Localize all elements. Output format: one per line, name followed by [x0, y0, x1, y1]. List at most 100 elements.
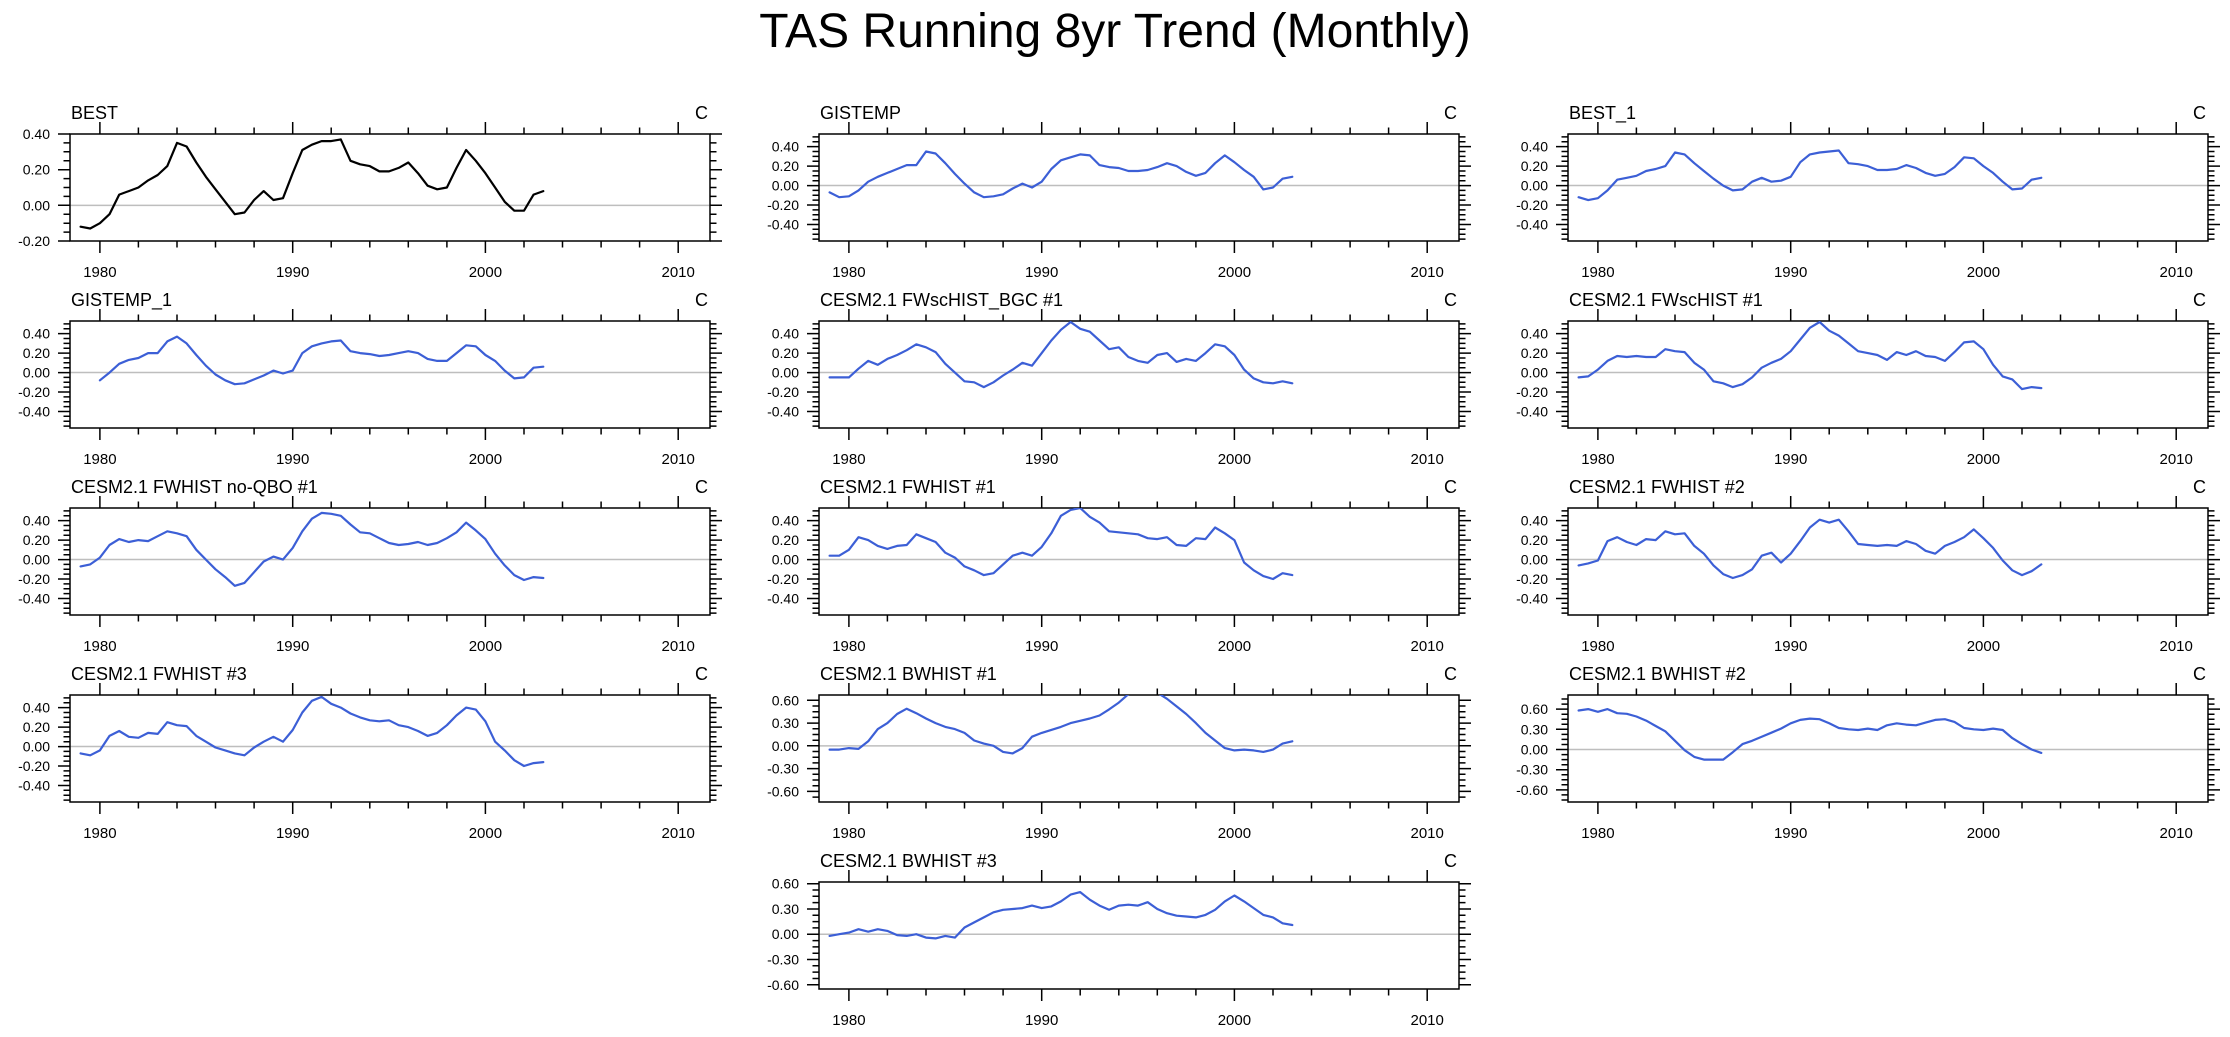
- panel-cesm2-1-fwhist-1: CESM2.1 FWHIST #1 C 0.40 0.20 0.00 -0.20 -0.40…: [767, 477, 1471, 655]
- panel-title: CESM2.1 FWHIST #1: [820, 477, 996, 497]
- panel-best: BEST C 0.40 0.20 0.00 -0.20 1980 1990 2000 2010: [18, 103, 722, 281]
- x-tick-label: 1990: [1774, 638, 1807, 655]
- axis-ticks: [807, 683, 1471, 814]
- panel-title: CESM2.1 BWHIST #3: [820, 851, 997, 871]
- axis-ticks: [58, 122, 722, 253]
- unit-label: C: [2193, 290, 2206, 310]
- y-tick-label: -0.20: [1516, 571, 1548, 587]
- plot-frame: [818, 881, 1460, 990]
- x-tick-label: 1980: [832, 451, 865, 468]
- trend-line: [79, 138, 545, 230]
- x-tick-label: 1980: [83, 264, 116, 281]
- y-tick-label: 0.00: [1521, 742, 1548, 758]
- unit-label: C: [695, 477, 708, 497]
- y-tick-label: 0.40: [772, 513, 799, 529]
- x-tick-label: 2010: [1411, 638, 1444, 655]
- y-tick-label: 0.40: [1521, 513, 1548, 529]
- y-tick-label: 0.20: [1521, 345, 1548, 361]
- y-tick-label: -0.20: [1516, 384, 1548, 400]
- unit-label: C: [695, 290, 708, 310]
- panel-cesm2-1-fwschist-1: CESM2.1 FWscHIST #1 C 0.40 0.20 0.00 -0.20 -0.…: [1516, 290, 2220, 468]
- x-tick-label: 1980: [832, 1012, 865, 1029]
- y-tick-label: 0.00: [772, 926, 799, 942]
- trend-line: [79, 511, 545, 587]
- x-tick-label: 1990: [1025, 825, 1058, 842]
- y-tick-label: -0.20: [18, 384, 50, 400]
- plot-frame: [818, 507, 1460, 616]
- x-tick-label: 2010: [1411, 825, 1444, 842]
- y-tick-label: 0.00: [772, 178, 799, 194]
- plot-frame: [1567, 320, 2209, 429]
- unit-label: C: [1444, 290, 1457, 310]
- x-tick-label: 1980: [83, 638, 116, 655]
- y-tick-label: 0.20: [1521, 158, 1548, 174]
- y-tick-label: 0.40: [23, 126, 50, 142]
- y-tick-label: 0.00: [772, 738, 799, 754]
- trend-line: [98, 335, 545, 386]
- x-tick-label: 1980: [832, 638, 865, 655]
- y-tick-label: -0.20: [767, 197, 799, 213]
- axis-ticks: [1556, 309, 2220, 440]
- y-tick-label: -0.30: [1516, 762, 1548, 778]
- x-tick-label: 1990: [1774, 451, 1807, 468]
- trend-line: [828, 890, 1294, 940]
- trend-line: [1577, 518, 2043, 580]
- panel-cesm2-1-fwhist-no-qbo-1: CESM2.1 FWHIST no-QBO #1 C 0.40 0.20 0.00 -0.…: [18, 477, 722, 655]
- x-tick-label: 2000: [469, 451, 502, 468]
- unit-label: C: [2193, 664, 2206, 684]
- axis-ticks: [1556, 122, 2220, 253]
- trend-line: [1577, 707, 2043, 761]
- y-tick-label: 0.00: [772, 365, 799, 381]
- panel-title: BEST: [71, 103, 118, 123]
- panel-cesm2-1-fwschist-bgc-1: CESM2.1 FWscHIST_BGC #1 C 0.40 0.20 0.00 -0.2…: [767, 290, 1471, 468]
- panel-title: GISTEMP_1: [71, 290, 172, 311]
- axis-ticks: [58, 683, 722, 814]
- x-tick-label: 1990: [1774, 825, 1807, 842]
- plot-frame: [69, 320, 711, 429]
- y-tick-label: -0.40: [18, 590, 50, 606]
- trend-line: [828, 695, 1294, 755]
- x-tick-label: 2010: [662, 264, 695, 281]
- x-tick-label: 1990: [276, 264, 309, 281]
- y-tick-label: -0.30: [767, 761, 799, 777]
- unit-label: C: [695, 664, 708, 684]
- y-tick-label: 0.00: [1521, 365, 1548, 381]
- y-tick-label: 0.60: [772, 876, 799, 892]
- x-tick-label: 1980: [1581, 264, 1614, 281]
- unit-label: C: [2193, 103, 2206, 123]
- x-tick-label: 2010: [662, 638, 695, 655]
- y-tick-label: -0.20: [18, 233, 50, 249]
- y-tick-label: 0.60: [772, 692, 799, 708]
- panel-title: BEST_1: [1569, 103, 1636, 124]
- y-tick-label: -0.20: [1516, 197, 1548, 213]
- panel-title: CESM2.1 BWHIST #1: [820, 664, 997, 684]
- x-tick-label: 1990: [1025, 638, 1058, 655]
- panel-title: CESM2.1 FWHIST #2: [1569, 477, 1745, 497]
- x-tick-label: 2000: [1967, 825, 2000, 842]
- y-tick-label: 0.40: [1521, 326, 1548, 342]
- y-tick-label: 0.20: [772, 532, 799, 548]
- panel-cesm2-1-bwhist-1: CESM2.1 BWHIST #1 C 0.60 0.30 0.00 -0.30 -0.60…: [767, 664, 1471, 842]
- y-tick-label: -0.20: [18, 758, 50, 774]
- unit-label: C: [1444, 103, 1457, 123]
- x-tick-label: 2010: [2160, 638, 2193, 655]
- y-tick-label: -0.30: [767, 952, 799, 968]
- y-tick-label: -0.40: [18, 403, 50, 419]
- x-tick-label: 2000: [1218, 825, 1251, 842]
- y-tick-label: -0.20: [18, 571, 50, 587]
- plot-frame: [1567, 507, 2209, 616]
- y-tick-label: 0.20: [23, 532, 50, 548]
- x-tick-label: 2000: [1967, 638, 2000, 655]
- x-tick-label: 1990: [1774, 264, 1807, 281]
- y-tick-label: 0.20: [23, 162, 50, 178]
- y-tick-label: 0.20: [23, 719, 50, 735]
- axis-ticks: [807, 309, 1471, 440]
- y-tick-label: -0.20: [767, 571, 799, 587]
- y-tick-label: 0.00: [1521, 178, 1548, 194]
- y-tick-label: -0.20: [767, 384, 799, 400]
- unit-label: C: [695, 103, 708, 123]
- plot-frame: [818, 320, 1460, 429]
- y-tick-label: -0.40: [767, 403, 799, 419]
- trend-line: [79, 695, 545, 768]
